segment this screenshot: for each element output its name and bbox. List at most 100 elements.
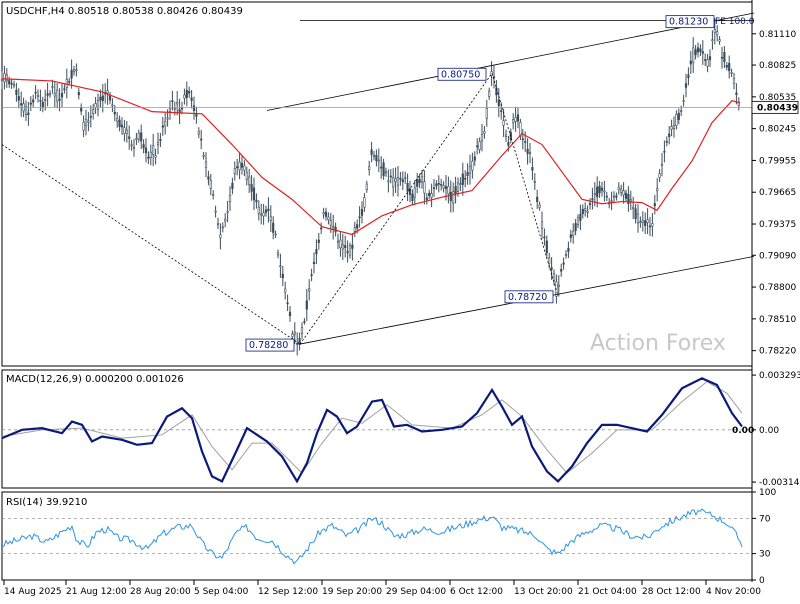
candle-body xyxy=(435,183,438,187)
candle-body xyxy=(526,148,529,154)
candle-body xyxy=(629,199,632,202)
candle-body xyxy=(464,177,467,180)
candle-body xyxy=(322,212,325,215)
candle-body xyxy=(327,216,330,221)
candle-body xyxy=(226,211,229,213)
candle-body xyxy=(620,188,623,193)
macd-main-line xyxy=(1,377,743,484)
x-tick-label: 21 Oct 04:00 xyxy=(578,587,637,597)
candle-body xyxy=(384,171,388,174)
candle-body xyxy=(677,112,680,120)
candle-body xyxy=(252,187,256,201)
candle-body xyxy=(46,93,49,96)
candle-body xyxy=(416,179,419,187)
candle-body xyxy=(694,49,697,55)
price-y-tick-label: 0.79090 xyxy=(759,251,796,261)
candle-body xyxy=(137,132,140,140)
candle-body xyxy=(581,208,584,215)
candle-body xyxy=(332,226,335,229)
low-annotation: 0.78280 xyxy=(249,340,288,351)
macd-header: MACD(12,26,9) 0.000200 0.001026 xyxy=(6,374,184,385)
candle-body xyxy=(348,245,352,256)
macd-signal-line xyxy=(1,381,743,474)
candle-body xyxy=(713,29,716,34)
candle-body xyxy=(363,197,366,208)
candle-body xyxy=(476,145,479,148)
x-tick-label: 14 Aug 2025 xyxy=(4,587,62,597)
candle-body xyxy=(567,247,570,252)
candle-body xyxy=(344,245,347,248)
candle-body xyxy=(116,118,119,122)
moving-average-line xyxy=(1,78,741,236)
candle-body xyxy=(447,185,450,195)
candle-body xyxy=(300,327,304,334)
candle-body xyxy=(718,39,721,42)
candle-body xyxy=(370,149,373,155)
candle-body xyxy=(219,234,222,239)
candle-body xyxy=(214,210,217,213)
candle-body xyxy=(644,220,647,226)
candle-body xyxy=(147,156,150,159)
candle-body xyxy=(648,225,652,228)
candle-body xyxy=(636,213,640,224)
candle-body xyxy=(339,239,342,248)
price-y-tick-label: 0.79375 xyxy=(759,220,796,230)
candle-body xyxy=(221,226,224,229)
candle-body xyxy=(480,134,484,142)
rsi-line xyxy=(1,508,743,565)
candle-body xyxy=(444,186,448,190)
candle-body xyxy=(663,150,666,153)
candle-body xyxy=(166,117,169,120)
candle-body xyxy=(228,195,232,202)
candle-body xyxy=(34,91,37,94)
candle-body xyxy=(336,240,340,243)
candle-body xyxy=(591,198,594,200)
price-candles xyxy=(0,18,740,356)
candle-body xyxy=(279,265,282,268)
candle-body xyxy=(692,47,695,63)
candle-body xyxy=(77,92,80,96)
candle-body xyxy=(53,92,56,97)
current-price-label: 0.80439 xyxy=(757,103,798,113)
candle-body xyxy=(507,141,510,146)
candle-body xyxy=(341,244,344,250)
candle-body xyxy=(231,182,234,190)
candle-body xyxy=(392,177,395,188)
candle-body xyxy=(346,251,349,253)
candle-body xyxy=(135,138,138,140)
candle-body xyxy=(60,93,64,98)
candle-body xyxy=(10,82,13,85)
candle-body xyxy=(533,181,536,183)
price-y-tick-label: 0.80535 xyxy=(759,93,796,103)
candle-body xyxy=(276,252,280,256)
high-annotation: 0.81230 xyxy=(669,17,708,28)
candle-body xyxy=(708,56,712,61)
candle-body xyxy=(24,106,28,115)
candle-body xyxy=(428,192,431,197)
zigzag-line xyxy=(299,73,493,345)
candle-body xyxy=(183,94,186,99)
candle-body xyxy=(572,230,575,237)
candle-body xyxy=(584,208,587,211)
price-panel-frame xyxy=(1,1,753,367)
candle-body xyxy=(89,116,92,118)
high-mid-annotation: 0.80750 xyxy=(441,69,480,80)
candle-body xyxy=(665,141,668,143)
candle-body xyxy=(250,184,253,192)
candle-body xyxy=(27,112,30,116)
candle-body xyxy=(473,156,476,161)
candle-body xyxy=(185,89,188,98)
candle-body xyxy=(99,96,102,101)
candle-body xyxy=(173,107,176,110)
current-price-tag xyxy=(751,100,799,114)
candle-body xyxy=(600,187,604,191)
candle-body xyxy=(651,223,654,227)
candle-body xyxy=(269,216,272,221)
candle-body xyxy=(538,204,541,208)
candle-body xyxy=(36,95,40,97)
candle-body xyxy=(512,119,515,124)
candle-body xyxy=(468,165,472,174)
rsi-panel-frame xyxy=(1,491,753,581)
candle-body xyxy=(3,73,6,83)
